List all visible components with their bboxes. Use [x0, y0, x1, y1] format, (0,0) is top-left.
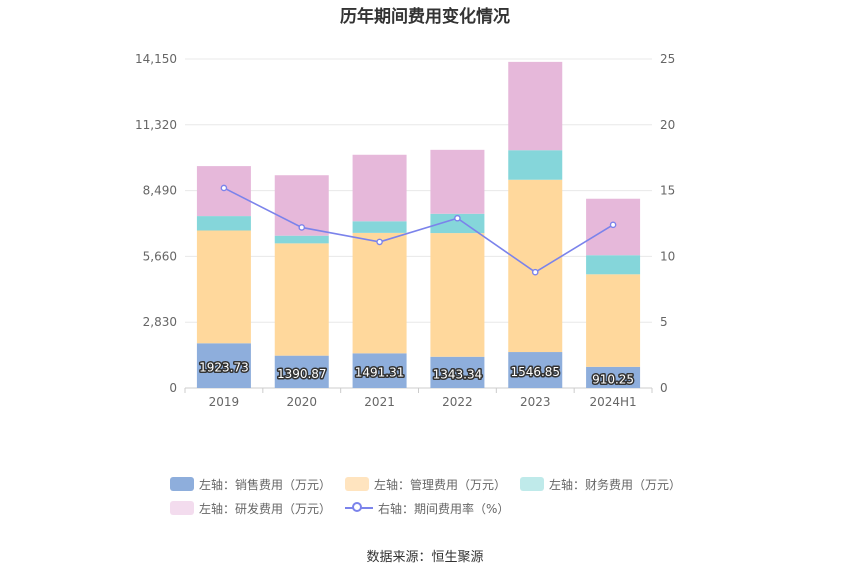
- bar-segment: [196, 216, 251, 231]
- bar-segment: [508, 352, 563, 388]
- bar-segment: [586, 255, 641, 275]
- left-tick-label: 8,490: [143, 184, 177, 198]
- legend-item-finance[interactable]: 左轴：财务费用（万元）: [520, 476, 681, 493]
- bar-segment: [352, 221, 407, 233]
- x-tick-label: 2020: [286, 395, 317, 409]
- legend-label-sales: 左轴：销售费用（万元）: [199, 477, 332, 492]
- bar-segment: [196, 230, 251, 344]
- bar-segment: [196, 343, 251, 388]
- data-label-sales: 1491.31: [355, 366, 405, 380]
- bar-segment: [430, 233, 485, 357]
- bar-segment: [352, 353, 407, 388]
- left-tick-label: 2,830: [143, 315, 177, 329]
- rate-point: [531, 268, 539, 276]
- legend-line-marker-icon: [345, 501, 374, 515]
- x-tick-label: 2024H1: [589, 395, 636, 409]
- rate-line: [223, 187, 614, 274]
- legend-label-admin: 左轴：管理费用（万元）: [374, 477, 507, 492]
- rate-point: [454, 214, 461, 222]
- legend-swatch-admin: [345, 477, 370, 491]
- right-tick-label: 0: [660, 381, 668, 395]
- x-tick-label: 2023: [520, 395, 551, 409]
- left-tick-label: 11,320: [135, 118, 177, 132]
- rate-point: [376, 238, 383, 246]
- bar-segment: [430, 356, 485, 388]
- data-label-sales: 1390.87: [277, 367, 327, 381]
- left-tick-label: 14,150: [135, 52, 177, 66]
- rate-point: [220, 184, 228, 192]
- legend-item-rate[interactable]: 右轴：期间费用率（%）: [345, 500, 509, 517]
- source-note: 数据来源：恒生聚源: [366, 550, 484, 565]
- rate-point: [609, 221, 617, 229]
- right-tick-label: 15: [660, 184, 675, 198]
- legend-swatch-finance: [520, 477, 545, 491]
- chart-title: 历年期间费用变化情况: [340, 7, 510, 27]
- left-tick-label: 0: [169, 381, 177, 395]
- x-tick-label: 2021: [364, 395, 395, 409]
- bar-segment: [508, 179, 563, 353]
- bar-segment: [508, 61, 563, 151]
- bar-segment: [274, 235, 329, 244]
- x-tick-label: 2019: [209, 395, 240, 409]
- legend-row-1: 左轴：销售费用（万元） 左轴：管理费用（万元） 左轴：财务费用（万元）: [170, 472, 710, 496]
- bar-segment: [352, 232, 407, 354]
- data-label-sales: 1343.34: [433, 367, 483, 381]
- bar-segment: [586, 274, 641, 367]
- right-tick-label: 5: [660, 315, 668, 329]
- legend-swatch-rd: [170, 501, 194, 515]
- legend-label-rd: 左轴：研发费用（万元）: [199, 501, 332, 516]
- bar-segment: [352, 154, 407, 222]
- bar-segment: [586, 366, 641, 388]
- data-label-sales: 910.25: [592, 372, 634, 386]
- chart-canvas: 0 2,830 5,660 8,490 11,320 14,150 0 5 10 15 20 25 20…: [135, 52, 675, 409]
- bar-segment: [430, 149, 485, 214]
- legend-row-2: 左轴：研发费用（万元） 右轴：期间费用率（%）: [170, 496, 710, 520]
- chart-legend: 左轴：销售费用（万元） 左轴：管理费用（万元） 左轴：财务费用（万元） 左轴：研…: [170, 472, 710, 520]
- bar-segment: [274, 243, 329, 356]
- right-tick-label: 10: [660, 249, 675, 263]
- legend-item-rd[interactable]: 左轴：研发费用（万元）: [170, 500, 331, 517]
- legend-label-finance: 左轴：财务费用（万元）: [549, 477, 682, 492]
- bar-segment: [274, 355, 329, 388]
- rate-point: [298, 224, 306, 231]
- right-tick-label: 25: [660, 52, 675, 66]
- legend-line-dot: [352, 502, 363, 512]
- x-tick-label: 2022: [442, 395, 473, 409]
- bar-segment: [508, 150, 563, 180]
- right-tick-label: 20: [660, 118, 675, 132]
- legend-item-sales[interactable]: 左轴：销售费用（万元）: [170, 476, 331, 493]
- legend-item-admin[interactable]: 左轴：管理费用（万元）: [345, 476, 506, 493]
- legend-swatch-sales: [170, 477, 194, 491]
- legend-label-rate: 右轴：期间费用率（%）: [378, 501, 510, 516]
- left-tick-label: 5,660: [143, 249, 177, 263]
- data-label-sales: 1546.85: [510, 365, 560, 379]
- data-label-sales: 1923.73: [199, 361, 249, 375]
